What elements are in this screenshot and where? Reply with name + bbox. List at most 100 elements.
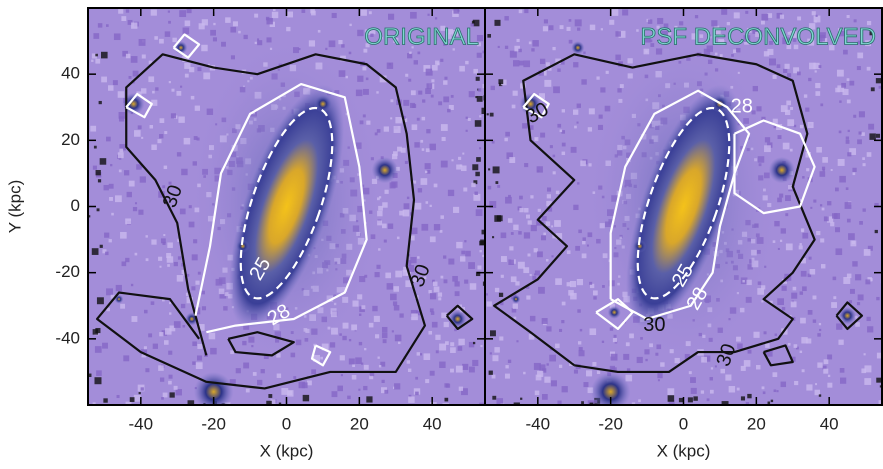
noise xyxy=(530,195,534,199)
star xyxy=(511,294,521,304)
noise xyxy=(827,201,832,206)
noise xyxy=(830,222,835,227)
noise xyxy=(849,148,857,155)
noise xyxy=(537,208,541,212)
noise xyxy=(568,290,574,296)
noise xyxy=(461,165,467,172)
noise xyxy=(593,296,597,300)
noise xyxy=(164,340,169,345)
noise xyxy=(357,29,364,37)
noise xyxy=(254,13,259,18)
noise xyxy=(125,401,132,405)
noise xyxy=(782,37,790,45)
noise xyxy=(437,292,443,297)
noise xyxy=(187,400,195,405)
noise xyxy=(363,385,368,391)
noise xyxy=(761,13,769,21)
noise xyxy=(479,115,482,118)
noise xyxy=(547,207,553,212)
noise xyxy=(104,232,110,238)
noise xyxy=(172,37,177,43)
noise xyxy=(452,10,459,17)
noise xyxy=(431,79,435,83)
noise xyxy=(543,19,548,24)
y-axis-label: Y (kpc) xyxy=(5,180,24,234)
noise xyxy=(592,290,598,296)
star xyxy=(371,156,399,184)
noise xyxy=(115,195,122,203)
noise xyxy=(132,206,138,212)
contour xyxy=(310,344,332,367)
star xyxy=(114,294,124,304)
noise xyxy=(600,28,603,31)
noise xyxy=(579,328,583,332)
noise xyxy=(818,322,822,326)
noise xyxy=(475,209,483,217)
noise xyxy=(510,276,517,283)
y-tick-label: 40 xyxy=(61,64,80,83)
star xyxy=(633,239,647,253)
noise xyxy=(660,362,665,367)
noise xyxy=(866,316,871,322)
noise xyxy=(776,12,783,19)
noise xyxy=(440,275,444,279)
noise xyxy=(201,44,208,52)
noise xyxy=(554,220,561,227)
star xyxy=(314,95,332,113)
noise xyxy=(394,383,401,390)
noise xyxy=(321,343,329,351)
noise xyxy=(822,169,825,172)
noise xyxy=(525,285,530,289)
noise xyxy=(496,398,504,405)
noise xyxy=(120,303,126,309)
contour-dashed xyxy=(239,106,334,300)
x-tick-label: 40 xyxy=(423,414,442,433)
noise xyxy=(425,148,430,153)
noise xyxy=(566,250,571,255)
noise xyxy=(134,202,138,205)
noise xyxy=(325,47,328,51)
noise xyxy=(116,394,120,399)
noise xyxy=(458,156,462,160)
noise xyxy=(138,38,146,46)
noise xyxy=(329,342,336,348)
noise xyxy=(763,331,767,335)
noise xyxy=(243,362,250,369)
noise xyxy=(270,399,276,405)
noise xyxy=(97,23,103,28)
noise xyxy=(504,16,509,21)
noise xyxy=(383,126,389,132)
noise xyxy=(110,163,113,167)
noise xyxy=(158,365,164,371)
noise xyxy=(103,184,109,191)
noise xyxy=(761,386,765,390)
noise xyxy=(625,342,630,347)
noise xyxy=(815,91,821,96)
noise xyxy=(402,269,409,276)
x-tick-label: 20 xyxy=(350,414,369,433)
noise xyxy=(150,301,155,305)
noise xyxy=(557,123,562,128)
noise xyxy=(162,392,168,398)
noise xyxy=(93,145,97,149)
noise xyxy=(105,251,109,256)
noise xyxy=(785,195,791,202)
noise xyxy=(518,48,522,53)
noise xyxy=(125,9,130,13)
noise xyxy=(837,85,845,93)
contour xyxy=(762,344,794,367)
noise xyxy=(468,341,475,348)
noise xyxy=(123,355,130,362)
noise xyxy=(145,258,149,262)
noise xyxy=(111,212,114,216)
noise xyxy=(419,353,423,356)
noise xyxy=(550,380,557,387)
noise xyxy=(561,142,566,147)
noise xyxy=(847,152,852,157)
noise xyxy=(586,370,593,377)
noise xyxy=(393,125,401,133)
noise xyxy=(544,79,552,87)
noise xyxy=(558,364,563,368)
noise xyxy=(667,395,675,402)
noise xyxy=(519,207,524,213)
